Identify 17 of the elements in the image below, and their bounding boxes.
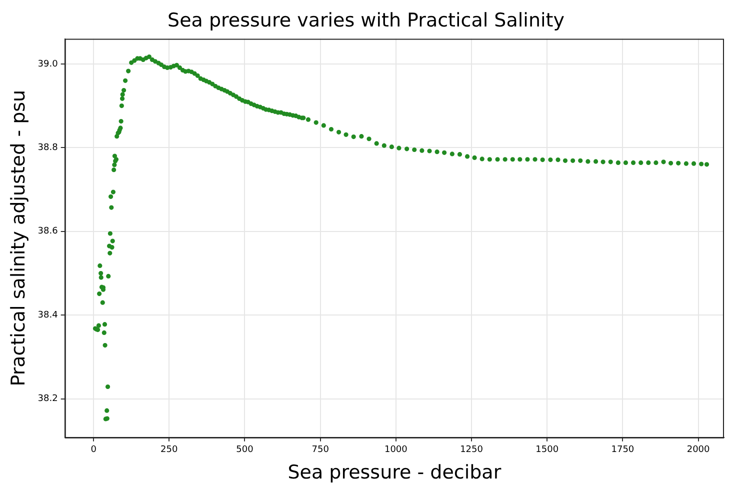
y-tick-label: 39.0 xyxy=(38,59,58,70)
x-tick-label: 1000 xyxy=(384,445,408,456)
y-tick-label: 38.2 xyxy=(38,394,58,404)
x-tick-label: 2000 xyxy=(686,445,710,456)
chart-title: Sea pressure varies with Practical Salinity xyxy=(168,9,564,32)
y-tick-label: 38.4 xyxy=(38,310,58,320)
x-axis-title: Sea pressure - decibar xyxy=(288,462,502,484)
x-tick-label: 1750 xyxy=(611,445,634,456)
x-tick-label: 1250 xyxy=(460,445,484,456)
y-tick-label: 38.6 xyxy=(38,226,58,237)
x-tick-label: 500 xyxy=(236,445,254,456)
x-tick-label: 250 xyxy=(160,445,178,456)
x-tick-label: 1500 xyxy=(536,445,559,456)
x-tick-label: 750 xyxy=(312,445,330,456)
y-axis-title: Practical salinity adjusted - psu xyxy=(7,90,30,386)
x-tick-label: 0 xyxy=(90,445,97,456)
y-tick-label: 38.8 xyxy=(38,143,58,154)
